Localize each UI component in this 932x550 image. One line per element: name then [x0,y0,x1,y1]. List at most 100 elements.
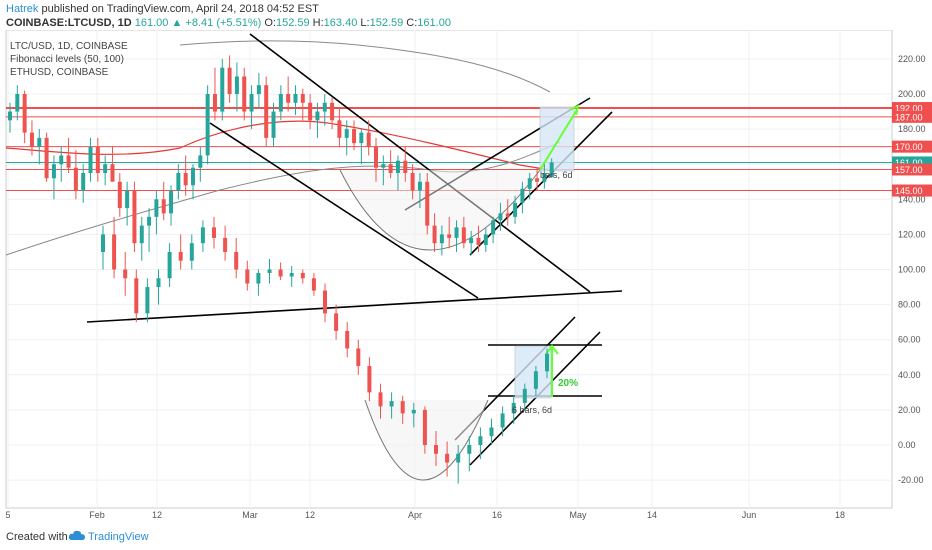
price-tick-label: 120.00 [898,229,926,239]
ltc-candle [410,172,415,191]
ltc-candle [234,76,239,94]
tradingview-link[interactable]: TradingView [88,531,149,543]
ltc-candle [183,172,188,186]
ltc-candle [125,190,130,209]
published-text: published on TradingView.com, April 24, … [41,3,319,15]
ltc-candle [381,164,386,168]
ltc-candle [520,188,525,203]
close-label: C: [406,17,418,29]
ltc-candle [271,111,276,138]
time-tick-label: 12 [152,510,162,520]
ltc-candle [278,94,283,112]
ltc-candle [374,146,378,168]
ltc-candle [542,172,547,182]
eth-candle [445,453,450,463]
price-tick-label: 100.00 [898,265,926,275]
ltc-candle [154,199,159,217]
time-tick-label: Apr [408,510,422,520]
projection-arrowhead-ltc [569,104,580,116]
eth-candle [101,234,105,252]
ltc-candle [469,237,474,244]
eth-candle [189,243,194,261]
eth-candle [422,409,427,445]
header-bar: Hatrek published on TradingView.com, Apr… [0,0,932,30]
last-price: 161.00 [134,17,169,29]
ltc-candle [330,102,335,121]
eth-candle [356,348,361,367]
ltc-candle [103,164,108,173]
candles [8,55,554,484]
low-value: 152.59 [369,17,404,29]
eth-candle [267,269,272,274]
eth-candle [145,287,150,314]
price-label-box [892,184,932,197]
eth-candle [367,366,372,393]
eth-candle [289,273,294,277]
eth-candle [522,388,527,403]
ltc-candle [161,199,166,214]
price-label-text: 192.00 [895,104,923,114]
eth-candle [378,392,383,407]
price-tick-label: -20.00 [898,475,924,485]
ltc-candle [498,213,503,221]
eth-candle [500,413,505,428]
bars-annotation-2: 6 bars, 6d [512,405,552,415]
ltc-candle [37,137,42,147]
price-tick-label: 200.00 [898,89,926,99]
ltc-candle [549,162,554,178]
ltc-candle [88,146,93,173]
tradingview-cloud-icon [68,530,86,545]
ltc-candle [95,146,100,173]
time-tick-label: May [569,510,587,520]
price-tick-label: 60.00 [898,335,921,345]
ltc-candle [322,102,327,112]
ltc-candle [286,94,291,103]
ltc-candle [59,155,64,165]
eth-candle [389,401,394,407]
ltc-candle [132,190,137,244]
projection-arrow-ltc [539,107,579,171]
time-tick-label: 14 [647,510,657,520]
ltc-candle [198,155,203,168]
ltc-candle [227,67,232,94]
ltc-candle [388,164,393,173]
publish-info: Hatrek published on TradingView.com, Apr… [6,3,319,15]
eth-candle [200,227,205,244]
eth-candle [156,278,161,288]
eth-candle [178,251,183,261]
ltc-candle [513,202,518,217]
ltc-candle [395,160,400,173]
ltc-candle [147,216,152,226]
price-chart[interactable]: 220.00 200.00 180.00 16 0.00 140.00 120.00 100.… [0,30,932,522]
ltc-candle [505,213,510,217]
price-tick-label: 20.00 [898,405,921,415]
price-label-text: 161.00 [895,158,923,168]
eth-candle [511,402,516,414]
eth-candle [345,330,350,349]
legend-line-2: Fibonacci levels (50, 100) [10,54,124,65]
eth-candle [311,278,316,291]
chart-legend: LTC/USD, 1D, COINBASE Fibonacci levels (… [10,41,128,78]
price-tick-label: 80.00 [898,300,921,310]
ltc-candle [8,111,12,121]
ltc-candle [315,111,320,121]
ltc-candle [169,190,174,214]
created-with-label: Created with [6,531,68,543]
ltc-candle [461,227,466,244]
ltc-candle [242,76,247,112]
price-label-box [892,163,932,176]
eth-candle [278,269,283,277]
ltc-candle [220,67,225,112]
ltc-candle [425,181,430,226]
trendline [249,33,591,293]
author-link[interactable]: Hatrek [6,3,39,15]
ltc-candle [51,164,56,179]
ltc-candle [176,172,181,191]
price-tick-label: 220.00 [898,54,926,64]
ltc-candle [432,225,437,244]
eth-candle [256,273,261,284]
ltc-candle [15,94,20,112]
price-label-box [892,140,932,153]
ltc-candle [66,155,71,168]
ltc-candle [454,227,459,238]
